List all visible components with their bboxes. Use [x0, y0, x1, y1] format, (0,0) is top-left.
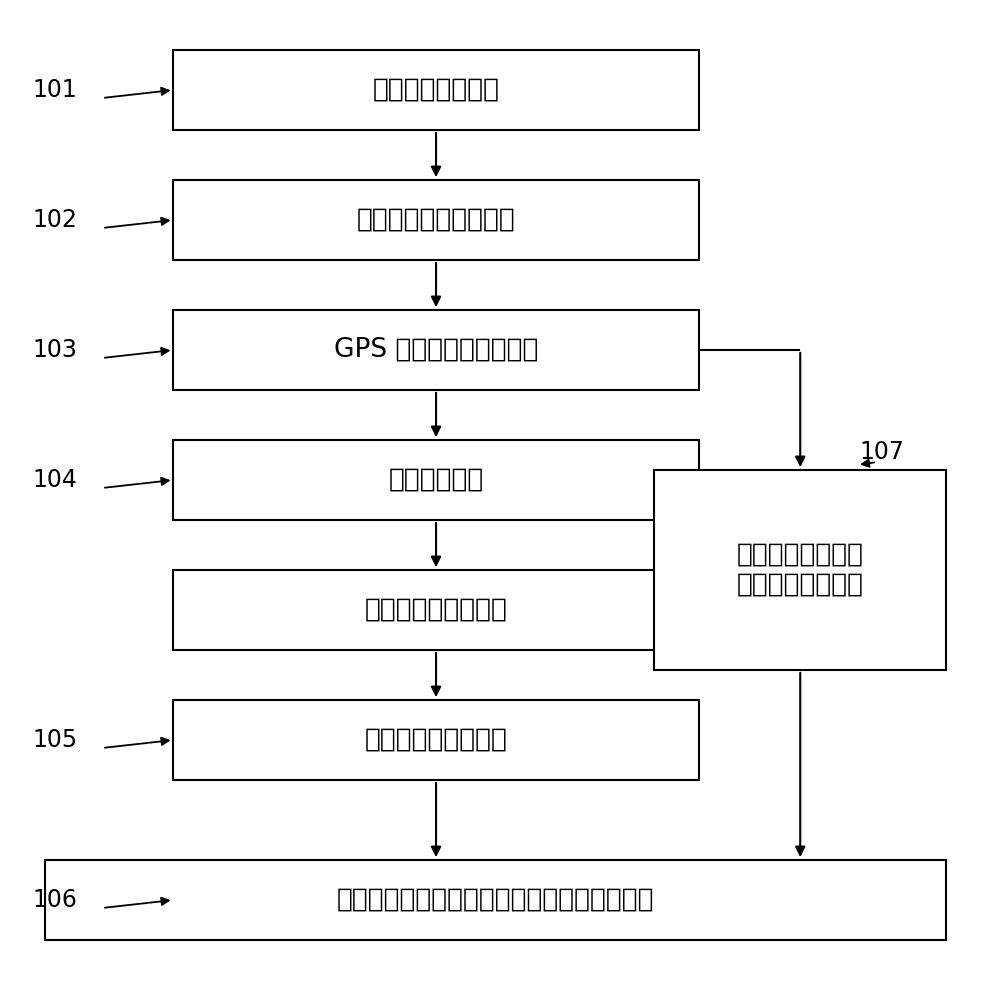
FancyBboxPatch shape — [173, 700, 699, 780]
Text: 特征点提取、影像配准: 特征点提取、影像配准 — [357, 207, 515, 233]
Text: 单目相机序列影像: 单目相机序列影像 — [373, 77, 499, 103]
Text: 导入到立体量测系统: 导入到立体量测系统 — [365, 597, 507, 623]
Text: 生成电力线下方地
物的密集三维点云: 生成电力线下方地 物的密集三维点云 — [736, 542, 864, 598]
Text: 105: 105 — [32, 728, 77, 752]
FancyBboxPatch shape — [173, 440, 699, 520]
Text: 104: 104 — [32, 468, 77, 492]
Text: 103: 103 — [32, 338, 77, 362]
FancyBboxPatch shape — [45, 860, 946, 940]
FancyBboxPatch shape — [173, 180, 699, 260]
Text: 102: 102 — [32, 208, 77, 232]
Text: 电力线三维立体量测: 电力线三维立体量测 — [365, 727, 507, 753]
FancyBboxPatch shape — [173, 570, 699, 650]
FancyBboxPatch shape — [654, 470, 946, 670]
Text: 电力线矢量三维模型导入点云中进行安全诊断: 电力线矢量三维模型导入点云中进行安全诊断 — [337, 887, 654, 913]
Text: 101: 101 — [32, 78, 77, 102]
Text: GPS 辅助空三、绝对定向: GPS 辅助空三、绝对定向 — [334, 337, 538, 363]
Text: 107: 107 — [859, 440, 905, 464]
FancyBboxPatch shape — [173, 50, 699, 130]
Text: 生成立体像对: 生成立体像对 — [388, 467, 484, 493]
Text: 106: 106 — [32, 888, 77, 912]
FancyBboxPatch shape — [173, 310, 699, 390]
